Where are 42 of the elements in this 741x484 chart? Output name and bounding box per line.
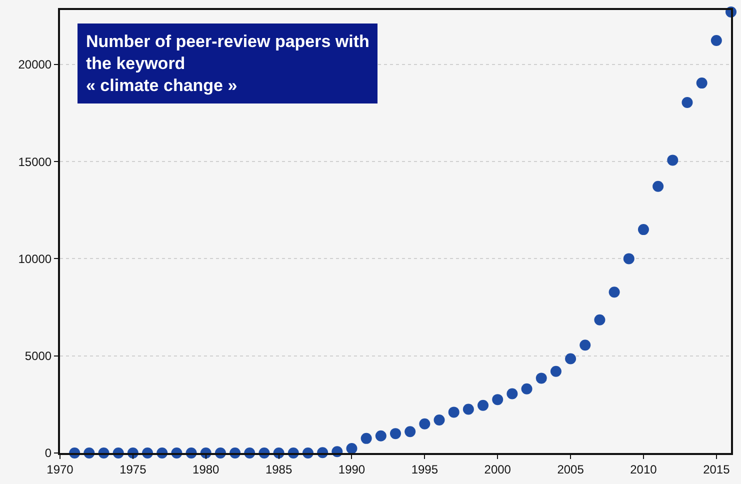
point	[434, 414, 445, 426]
point	[638, 224, 649, 236]
point	[346, 443, 358, 454]
point	[580, 340, 591, 351]
point	[521, 383, 532, 394]
point	[506, 388, 518, 400]
point	[419, 418, 430, 430]
x-tick-label: 1980	[192, 462, 220, 476]
point	[710, 35, 722, 46]
point	[478, 400, 489, 411]
point	[492, 394, 504, 406]
x-tick-label: 1970	[46, 462, 74, 476]
point	[448, 406, 460, 418]
point	[682, 96, 693, 108]
point	[696, 78, 708, 89]
point	[667, 154, 678, 166]
x-tick-label: 1985	[265, 462, 292, 476]
y-tick-label: 20000	[18, 58, 52, 72]
x-tick-label: 2000	[484, 462, 512, 476]
x-tick-label: 1995	[411, 462, 438, 476]
x-tick-label: 1990	[338, 462, 366, 476]
point	[550, 366, 562, 377]
x-tick-label: 2005	[557, 462, 584, 476]
point	[390, 428, 401, 440]
point	[652, 180, 664, 192]
point	[462, 404, 474, 415]
x-tick-label: 2015	[703, 462, 730, 476]
point	[623, 253, 634, 264]
y-tick-label: 0	[44, 446, 52, 460]
y-tick-label: 5000	[24, 349, 52, 364]
point	[565, 353, 576, 364]
text: Number of peer-review papers with the keyword « climate change »	[86, 32, 370, 96]
point	[404, 426, 416, 438]
y-tick-label: 15000	[18, 154, 52, 169]
point	[608, 286, 620, 298]
y-tick-label: 10000	[18, 252, 52, 266]
point	[594, 314, 606, 326]
point	[360, 432, 372, 444]
x-tick-label: 1975	[120, 462, 147, 476]
x-tick-label: 2010	[630, 462, 658, 476]
point	[536, 372, 547, 384]
point	[375, 430, 386, 442]
